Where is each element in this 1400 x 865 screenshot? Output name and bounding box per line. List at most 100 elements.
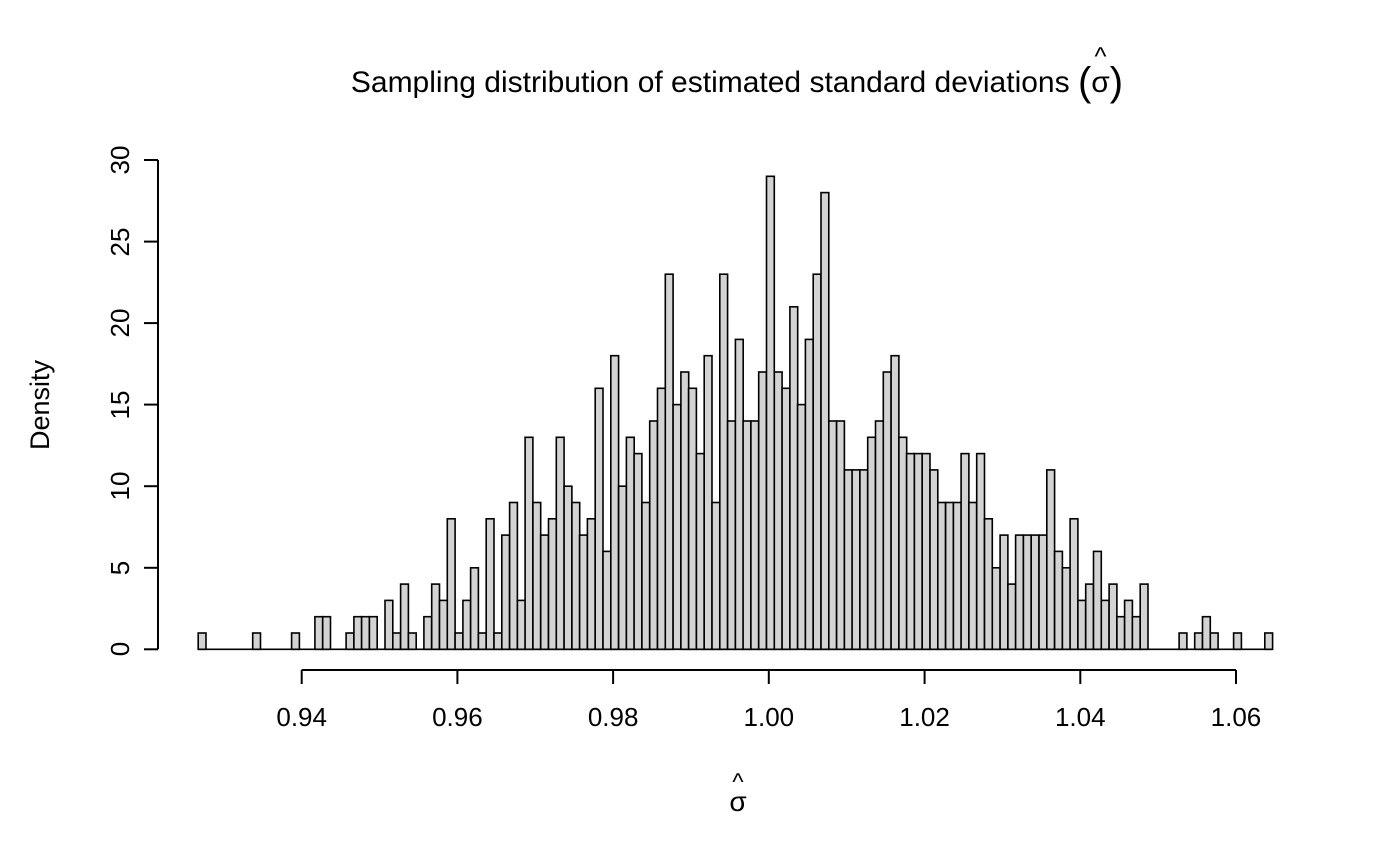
histogram-bar [750,420,760,651]
x-axis-title: σ ^ [703,771,773,818]
hat-glyph: ^ [732,769,744,797]
histogram-bar [711,501,721,651]
histogram-bar [539,534,550,651]
histogram-bar [1007,583,1017,651]
x-tick-label: 1.04 [1054,702,1106,732]
histogram-bar [353,615,363,651]
histogram-bar [913,452,923,651]
histogram-bar [547,517,558,651]
histogram-bar [500,534,511,651]
histogram-bar [1061,566,1071,651]
histogram-bar [633,452,643,651]
histogram-bar [485,517,495,651]
x-tick-label: 0.94 [276,702,327,732]
histogram-bar [687,387,698,651]
x-tick-label: 1.02 [899,702,950,732]
histogram-bar [446,517,456,651]
histogram-bar [516,599,526,651]
y-tick-label: 5 [104,560,135,575]
histogram-bar [571,501,581,651]
histogram-bar [360,615,371,651]
histogram-bar [648,420,659,651]
histogram-bar [555,436,565,651]
y-tick-label: 0 [104,642,135,657]
sigma-glyph: σ [729,786,747,817]
histogram-bar [789,305,799,651]
histogram-bar [438,599,449,651]
histogram-bar [882,371,892,651]
hat-glyph: ^ [1094,43,1107,72]
x-tick-label: 0.98 [587,702,639,732]
histogram-bar [905,452,916,651]
open-paren: ( [1077,60,1092,104]
histogram-bar [664,273,674,651]
chart-title-text: Sampling distribution of estimated stand… [350,66,1078,99]
histogram-bar [423,615,433,651]
histogram-bar [290,632,301,651]
x-tick-label: 1.06 [1210,702,1262,732]
close-paren: ) [1109,60,1124,104]
histogram-bar [1139,583,1149,651]
histogram-bar [454,632,464,651]
histogram-bar [983,517,994,651]
histogram-bar [493,632,503,651]
histogram-bar [1038,534,1048,651]
histogram-bar [866,436,877,651]
histogram-bar [1116,615,1126,651]
histogram-bar [1264,632,1274,651]
y-tick-label: 10 [104,471,135,501]
histogram-bar [859,469,869,651]
sigma-glyph: σ [1091,66,1110,99]
histogram-bar [1069,517,1079,651]
histogram-bar [563,485,573,651]
y-tick-label: 25 [104,227,135,257]
histogram-bar [524,436,534,651]
histogram-bar [898,436,908,651]
histogram-bar [843,469,853,651]
histogram-bar [757,371,768,651]
histogram-bar [477,632,487,651]
histogram-bar [1232,632,1243,651]
histogram-bar [1178,632,1188,651]
histogram-bar [968,501,978,651]
histogram-bar [680,371,690,651]
y-axis-title: Density [24,359,55,451]
chart-title: Sampling distribution of estimated stand… [37,45,1400,110]
y-tick-label: 30 [104,145,135,175]
histogram-bar [609,354,620,651]
histogram-bar [960,452,970,651]
histogram-bar [532,501,542,651]
histogram-bar [1131,615,1141,651]
histogram-bar [936,501,947,651]
histogram-bar [314,615,324,651]
histogram-bar [890,354,900,651]
histogram-bar [321,615,332,651]
histogram-bar [999,534,1009,651]
histogram-bar [718,273,729,651]
histogram-bar [578,534,589,651]
histogram-bar [462,599,472,651]
histogram-bar [773,371,783,651]
histogram-bar [695,452,705,651]
histogram-bar [835,420,846,651]
histogram-bar [641,501,651,651]
y-tick-label: 15 [104,390,135,420]
histogram-bar [804,338,814,651]
histogram-bar [197,632,207,651]
histogram-bar [1077,599,1087,651]
histogram-bar [399,583,410,651]
histogram-bar [742,420,752,651]
histogram-bar [594,387,604,651]
histogram-bar [944,501,955,651]
histogram-bar [1084,583,1095,651]
histogram-bar [345,632,355,651]
histogram-bar [1193,632,1204,651]
histogram-bar [1092,550,1103,651]
histogram-bar [1053,550,1064,651]
histogram-bar [617,485,628,651]
histogram-bar [469,566,480,651]
histogram-bar [586,517,596,651]
histogram-bar [921,452,931,651]
histogram-bar [726,420,737,651]
